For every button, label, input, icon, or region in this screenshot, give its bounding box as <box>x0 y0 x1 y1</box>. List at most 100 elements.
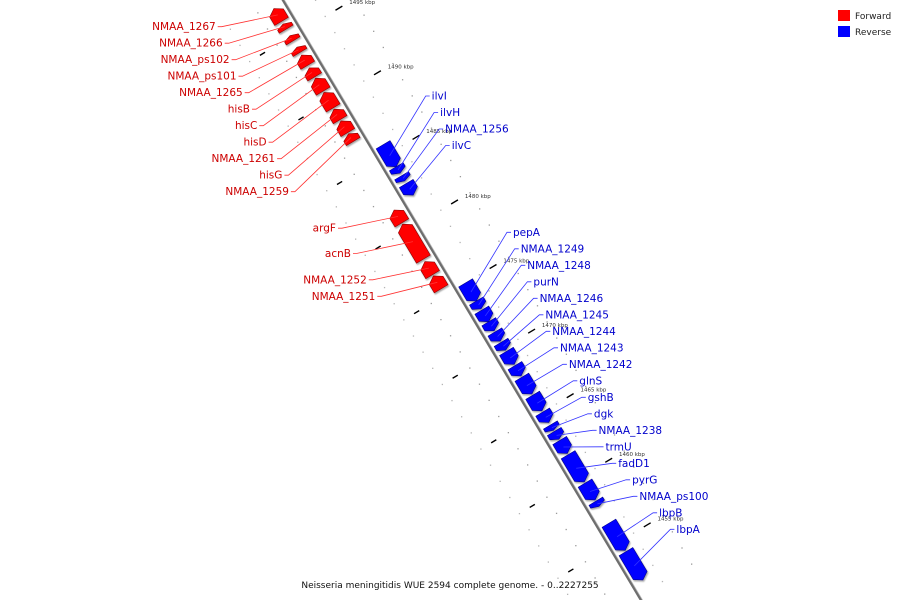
gene-label-NMAA_ps101[interactable]: NMAA_ps101 <box>168 71 237 83</box>
gene-NMAA_1265[interactable] <box>297 54 316 70</box>
gene-label-NMAA_1244[interactable]: NMAA_1244 <box>552 326 616 338</box>
gene-NMAA_ps101[interactable] <box>291 45 308 57</box>
gene-fadD1[interactable] <box>560 450 589 483</box>
gene-label-NMAA_1238[interactable]: NMAA_1238 <box>599 425 663 437</box>
gene-NMAA_1243[interactable] <box>507 361 526 377</box>
gene-hisD[interactable] <box>319 92 341 113</box>
ruler-dot <box>478 274 481 276</box>
gene-acnB[interactable] <box>398 223 431 264</box>
gene-NMAA_1245[interactable] <box>493 337 511 352</box>
gene-label-NMAA_1266[interactable]: NMAA_1266 <box>159 38 223 50</box>
gene-label-fadD1[interactable]: fadD1 <box>618 458 650 470</box>
gene-lbpA[interactable] <box>618 547 648 581</box>
ruler-dot <box>584 451 587 454</box>
gene-label-ilvH[interactable]: ilvH <box>440 107 460 119</box>
gene-label-pepA[interactable]: pepA <box>513 227 541 239</box>
gene-NMAA_1248[interactable] <box>474 305 494 323</box>
gene-label-NMAA_1251[interactable]: NMAA_1251 <box>312 291 376 303</box>
ruler-dot <box>681 547 683 549</box>
ruler-dot <box>594 402 596 404</box>
gene-NMAA_ps102[interactable] <box>284 33 301 46</box>
gene-NMAA_1259[interactable] <box>343 132 361 147</box>
ruler-dot <box>509 496 511 499</box>
ruler-dot <box>324 125 326 127</box>
gene-glnS[interactable] <box>525 390 547 412</box>
gene-label-NMAA_1248[interactable]: NMAA_1248 <box>527 260 591 272</box>
gene-label-ilvI[interactable]: ilvI <box>432 90 447 102</box>
tick-mark-forward <box>490 439 497 444</box>
ruler-dot <box>430 193 432 195</box>
gene-label-glnS[interactable]: glnS <box>579 375 602 387</box>
gene-label-lbpA[interactable]: lbpA <box>676 524 700 536</box>
gene-label-NMAA_1259[interactable]: NMAA_1259 <box>225 186 289 198</box>
gene-label-gshB[interactable]: gshB <box>588 392 614 404</box>
gene-label-lbpB[interactable]: lbpB <box>659 507 682 519</box>
ruler-dot <box>276 44 278 46</box>
gene-label-NMAA_1249[interactable]: NMAA_1249 <box>521 243 585 255</box>
ruler-dot <box>335 206 338 208</box>
gene-dgk[interactable] <box>543 420 560 433</box>
gene-label-acnB[interactable]: acnB <box>325 248 351 260</box>
gene-NMAA_1238[interactable] <box>546 426 565 441</box>
gene-lbpB[interactable] <box>601 518 630 551</box>
gene-label-NMAA_1243[interactable]: NMAA_1243 <box>560 342 624 354</box>
gene-ilvI[interactable] <box>375 140 401 168</box>
gene-NMAA_1252[interactable] <box>420 261 440 280</box>
gene-label-NMAA_1252[interactable]: NMAA_1252 <box>303 274 367 286</box>
gene-label-purN[interactable]: purN <box>533 276 559 288</box>
ruler-dot <box>517 448 519 450</box>
gene-NMAA_1261[interactable] <box>329 108 348 125</box>
gene-NMAA_1251[interactable] <box>428 275 449 294</box>
ruler-dot <box>393 303 395 305</box>
ruler-dot <box>392 62 394 65</box>
gene-label-hisB[interactable]: hisB <box>228 104 250 116</box>
gene-label-trmU[interactable]: trmU <box>605 441 631 453</box>
gene-label-argF[interactable]: argF <box>313 223 336 235</box>
gene-label-NMAA_1245[interactable]: NMAA_1245 <box>545 309 609 321</box>
gene-purN[interactable] <box>481 317 499 332</box>
ruler-dot <box>295 76 298 79</box>
gene-hisG[interactable] <box>336 120 356 138</box>
ruler-dot <box>585 385 587 388</box>
legend: Forward Reverse <box>838 10 892 38</box>
gene-hisB[interactable] <box>304 67 323 82</box>
ruler-dot <box>451 399 453 402</box>
gene-pepA[interactable] <box>458 278 481 302</box>
gene-label-dgk[interactable]: dgk <box>594 408 614 420</box>
gene-label-NMAA_1265[interactable]: NMAA_1265 <box>179 87 243 99</box>
gene-hisC[interactable] <box>310 77 331 96</box>
gene-gshB[interactable] <box>535 407 554 423</box>
ruler-dot <box>374 270 376 273</box>
gene-NMAA_1242[interactable] <box>514 372 537 395</box>
ruler-dot <box>249 60 251 63</box>
gene-pyrG[interactable] <box>577 478 600 501</box>
ruler-dot <box>565 419 567 421</box>
gene-NMAA_1244[interactable] <box>499 346 519 365</box>
gene-label-NMAA_ps100[interactable]: NMAA_ps100 <box>639 491 708 503</box>
gene-label-NMAA_1246[interactable]: NMAA_1246 <box>540 293 604 305</box>
gene-label-NMAA_1242[interactable]: NMAA_1242 <box>569 359 633 371</box>
gene-leader-line <box>576 462 617 469</box>
gene-label-pyrG[interactable]: pyrG <box>632 474 657 486</box>
gene-NMAA_1266[interactable] <box>277 21 294 34</box>
gene-ilvC[interactable] <box>398 178 418 196</box>
gene-label-hisD[interactable]: hisD <box>243 137 266 149</box>
gene-leader-line <box>259 84 320 127</box>
gene-label-NMAA_1256[interactable]: NMAA_1256 <box>445 123 509 135</box>
gene-label-hisC[interactable]: hisC <box>235 120 257 132</box>
gene-NMAA_1267[interactable] <box>269 8 289 26</box>
ruler-dot <box>479 208 481 210</box>
gene-NMAA_1246[interactable] <box>487 327 506 342</box>
gene-label-hisG[interactable]: hisG <box>259 170 282 182</box>
tick-mark <box>527 328 536 334</box>
ruler-dot <box>652 564 654 567</box>
gene-label-NMAA_1267[interactable]: NMAA_1267 <box>152 21 216 33</box>
gene-trmU[interactable] <box>552 435 572 454</box>
gene-label-NMAA_1261[interactable]: NMAA_1261 <box>212 153 276 165</box>
ruler-dot <box>364 254 366 256</box>
tick-mark-forward <box>375 245 382 250</box>
gene-argF[interactable] <box>389 209 410 228</box>
gene-label-NMAA_ps102[interactable]: NMAA_ps102 <box>161 54 230 66</box>
gene-label-ilvC[interactable]: ilvC <box>452 140 471 152</box>
ruler-dot <box>316 173 318 176</box>
